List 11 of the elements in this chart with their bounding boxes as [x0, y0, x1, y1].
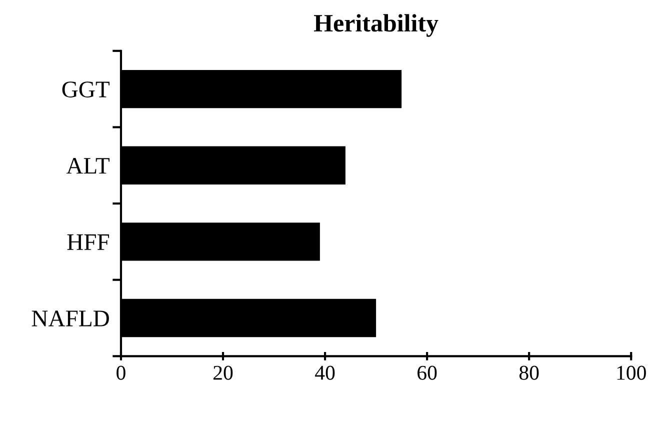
x-tick-label: 100 — [617, 366, 646, 380]
y-tick-label: GGT — [62, 82, 110, 98]
x-tick-label: 60 — [418, 366, 437, 380]
y-tick-label: ALT — [66, 158, 110, 174]
x-tick-label: 20 — [214, 366, 233, 380]
x-tick-label: 40 — [315, 366, 335, 380]
y-tick-label: HFF — [67, 234, 110, 250]
x-tick-label: 80 — [519, 366, 539, 380]
x-tick-label: 0 — [116, 366, 126, 380]
y-tick-label: NAFLD — [32, 310, 109, 326]
chart-title: Heritability — [314, 14, 438, 37]
